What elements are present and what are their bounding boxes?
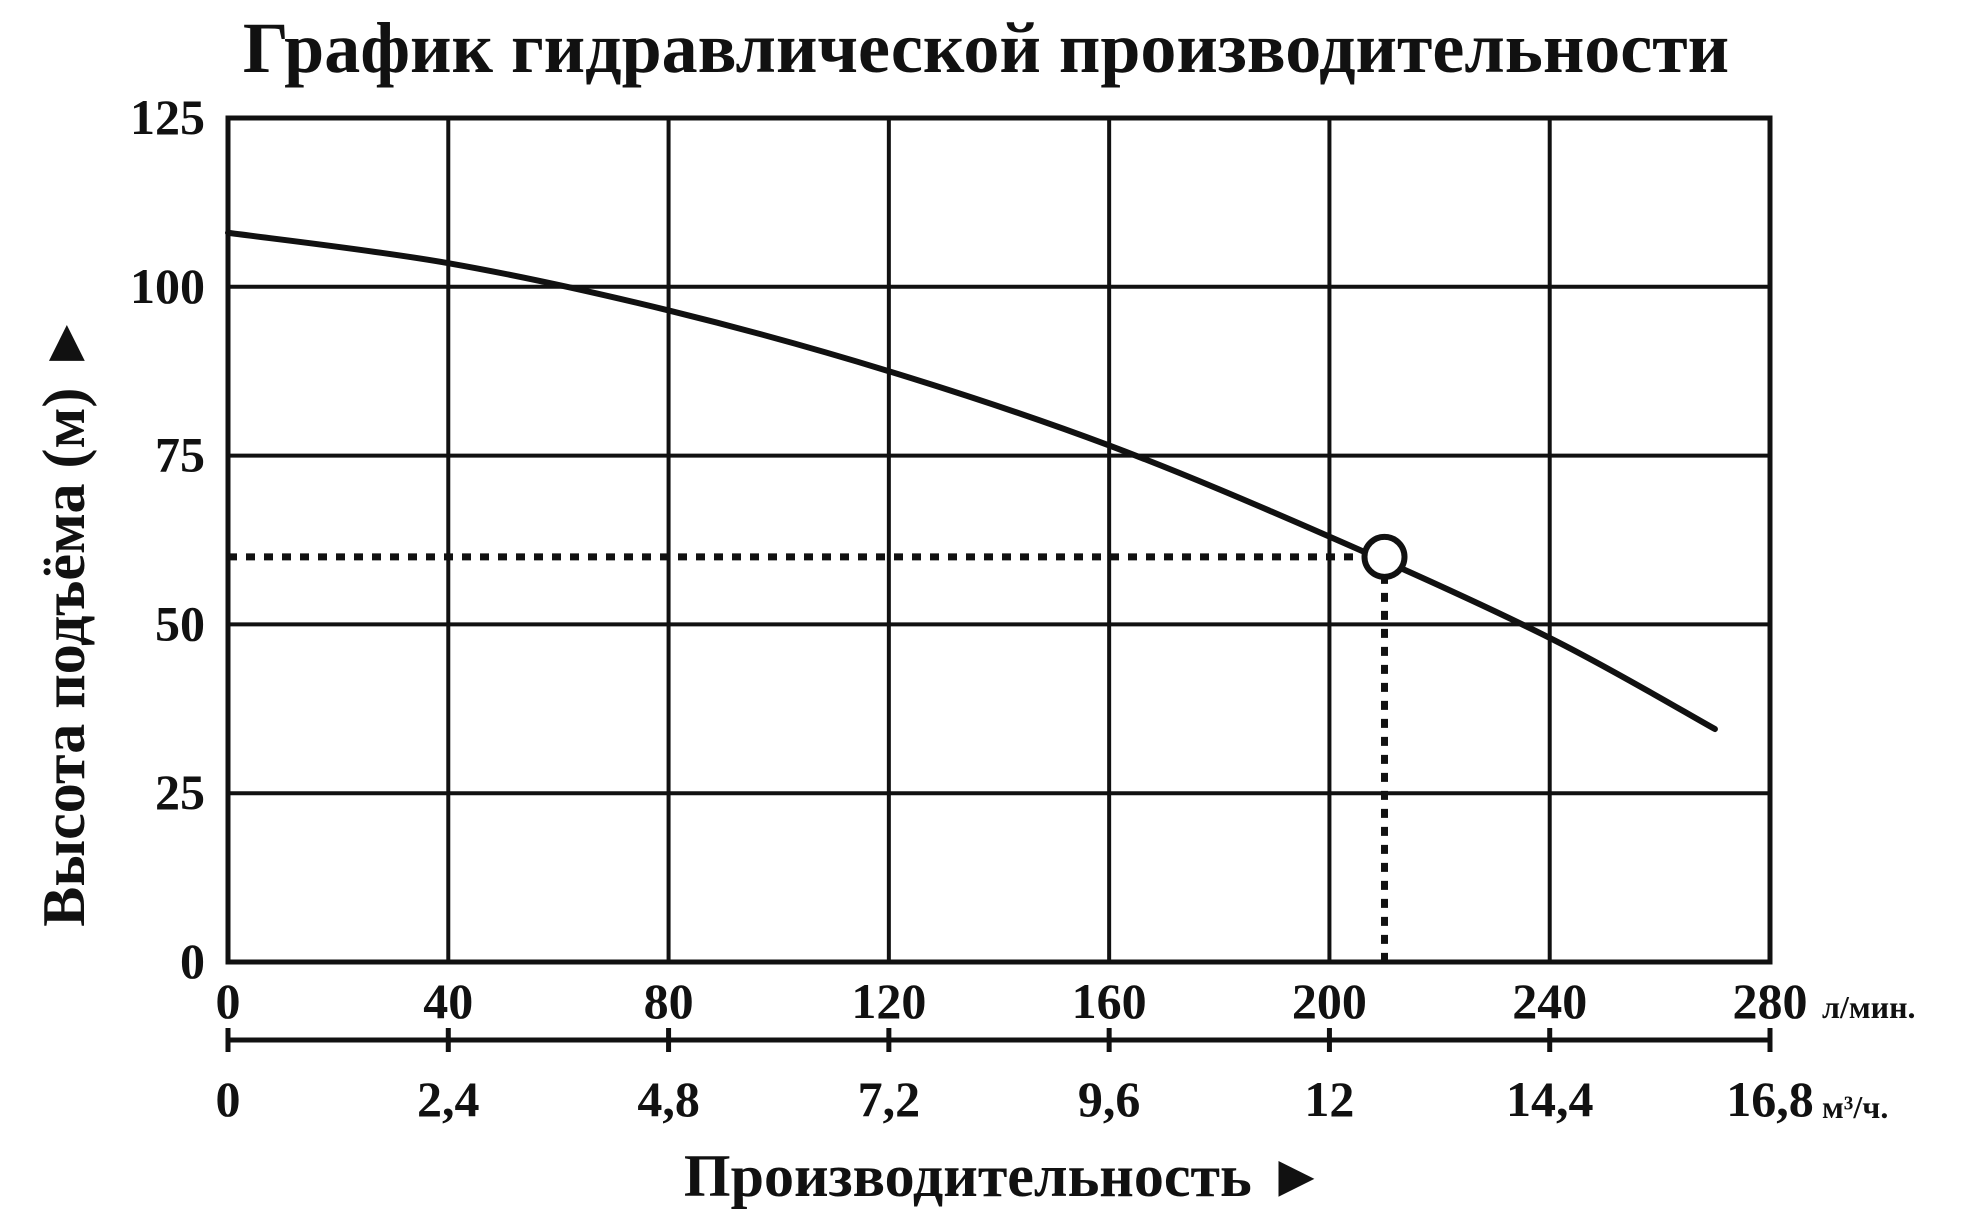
x-tick-label-secondary: 4,8 xyxy=(637,1071,700,1127)
x-tick-label-secondary: 9,6 xyxy=(1078,1071,1141,1127)
x-tick-label-primary: 120 xyxy=(851,973,926,1029)
plot-frame xyxy=(225,115,1773,965)
x-unit-secondary: м³/ч. xyxy=(1822,1089,1888,1125)
x-unit-primary: л/мин. xyxy=(1822,989,1916,1025)
x-tick-labels-secondary: 0 2,4 4,8 7,2 9,6 12 14,4 16,8 xyxy=(216,1071,1814,1127)
grid xyxy=(228,118,1770,962)
x-axis-label: Производительность ► xyxy=(684,1143,1326,1209)
y-tick-label: 100 xyxy=(130,258,205,314)
x-tick-label-secondary: 2,4 xyxy=(417,1071,480,1127)
x-tick-label-secondary: 0 xyxy=(216,1071,241,1127)
x-tick-label-primary: 0 xyxy=(216,973,241,1029)
y-tick-labels: 0 25 50 75 100 125 xyxy=(130,89,205,989)
y-tick-label: 50 xyxy=(155,595,205,651)
series-line-group xyxy=(225,229,1718,733)
series-line xyxy=(225,229,1718,733)
operating-point-marker xyxy=(1361,533,1408,580)
y-tick-label: 125 xyxy=(130,89,205,145)
x-tick-label-secondary: 12 xyxy=(1304,1071,1354,1127)
x-tick-label-secondary: 16,8 xyxy=(1726,1071,1814,1127)
x-tick-label-primary: 80 xyxy=(644,973,694,1029)
plot-border xyxy=(225,115,1773,965)
chart-title: График гидравлической производительности xyxy=(243,8,1729,88)
reference-lines xyxy=(228,553,1388,962)
x-tick-label-primary: 40 xyxy=(423,973,473,1029)
y-axis-label: Высота подъёма (м) ► xyxy=(31,313,97,926)
x-tick-label-primary: 280 xyxy=(1733,973,1808,1029)
x-tick-label-primary: 200 xyxy=(1292,973,1367,1029)
x-tick-label-primary: 240 xyxy=(1512,973,1587,1029)
y-tick-label: 0 xyxy=(180,933,205,989)
x-tick-label-secondary: 7,2 xyxy=(858,1071,921,1127)
x-tick-labels-primary: 0 40 80 120 160 200 240 280 xyxy=(216,973,1808,1029)
y-tick-label: 25 xyxy=(155,764,205,820)
x-tick-label-secondary: 14,4 xyxy=(1506,1071,1594,1127)
x-axis-secondary xyxy=(225,1028,1773,1052)
y-tick-label: 75 xyxy=(155,427,205,483)
x-tick-label-primary: 160 xyxy=(1072,973,1147,1029)
